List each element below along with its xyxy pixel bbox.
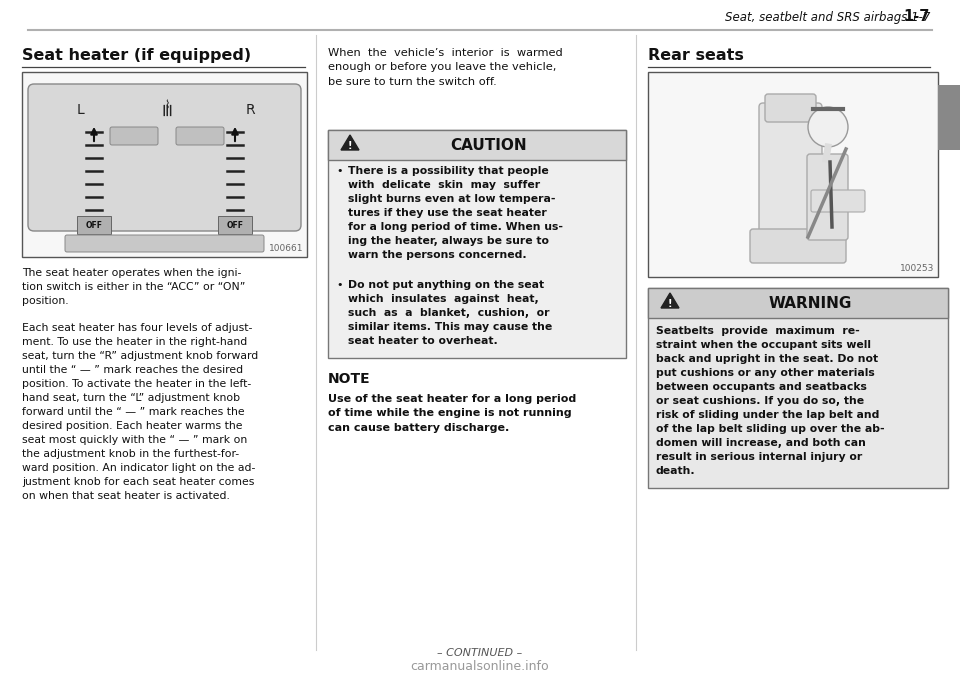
Text: Rear seats: Rear seats (648, 48, 744, 63)
Text: L: L (76, 103, 84, 117)
Text: When  the  vehicle’s  interior  is  warmed
enough or before you leave the vehicl: When the vehicle’s interior is warmed en… (328, 48, 563, 87)
FancyBboxPatch shape (759, 103, 822, 241)
Text: CAUTION: CAUTION (450, 138, 527, 153)
Text: •: • (336, 166, 343, 176)
FancyBboxPatch shape (807, 154, 848, 240)
Polygon shape (661, 293, 679, 308)
FancyBboxPatch shape (648, 288, 948, 488)
Text: OFF: OFF (85, 220, 103, 229)
Text: ≡: ≡ (158, 100, 176, 115)
FancyBboxPatch shape (77, 216, 111, 234)
FancyBboxPatch shape (938, 85, 960, 150)
FancyBboxPatch shape (28, 84, 301, 231)
Text: !: ! (668, 299, 672, 309)
FancyBboxPatch shape (218, 216, 252, 234)
Text: OFF: OFF (227, 220, 244, 229)
Text: The seat heater operates when the igni-
tion switch is either in the “ACC” or “O: The seat heater operates when the igni- … (22, 268, 246, 306)
Text: carmanualsonline.info: carmanualsonline.info (411, 660, 549, 673)
FancyBboxPatch shape (765, 94, 816, 122)
Polygon shape (341, 135, 359, 150)
FancyBboxPatch shape (328, 130, 626, 358)
FancyBboxPatch shape (328, 130, 626, 160)
Text: !: ! (348, 141, 352, 151)
FancyBboxPatch shape (176, 127, 224, 145)
FancyBboxPatch shape (22, 72, 307, 257)
Text: WARNING: WARNING (768, 296, 852, 311)
Text: Seatbelts  provide  maximum  re-
straint when the occupant sits well
back and up: Seatbelts provide maximum re- straint wh… (656, 326, 884, 476)
Text: •: • (336, 280, 343, 290)
Text: 100661: 100661 (269, 244, 303, 253)
Circle shape (808, 107, 848, 147)
FancyBboxPatch shape (65, 235, 264, 252)
Text: Do not put anything on the seat
which  insulates  against  heat,
such  as  a  bl: Do not put anything on the seat which in… (348, 280, 552, 346)
FancyBboxPatch shape (110, 127, 158, 145)
Text: – CONTINUED –: – CONTINUED – (438, 648, 522, 658)
Text: There is a possibility that people
with  delicate  skin  may  suffer
slight burn: There is a possibility that people with … (348, 166, 563, 260)
FancyBboxPatch shape (811, 190, 865, 212)
FancyBboxPatch shape (750, 229, 846, 263)
Text: 1-7: 1-7 (903, 9, 930, 24)
Text: Seat, seatbelt and SRS airbags 1-7: Seat, seatbelt and SRS airbags 1-7 (725, 11, 930, 24)
Text: NOTE: NOTE (328, 372, 371, 386)
Text: Use of the seat heater for a long period
of time while the engine is not running: Use of the seat heater for a long period… (328, 394, 576, 433)
FancyBboxPatch shape (648, 288, 948, 318)
Text: R: R (245, 103, 254, 117)
FancyBboxPatch shape (648, 72, 938, 277)
Text: Seat heater (if equipped): Seat heater (if equipped) (22, 48, 252, 63)
Text: Each seat heater has four levels of adjust-
ment. To use the heater in the right: Each seat heater has four levels of adju… (22, 323, 258, 501)
Text: 100253: 100253 (900, 264, 934, 273)
Text: ⌇: ⌇ (164, 100, 170, 110)
